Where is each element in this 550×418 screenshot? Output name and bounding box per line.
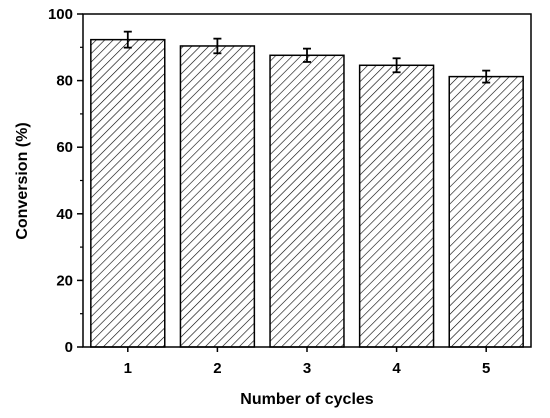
bar-1: [90, 38, 166, 348]
x-tick-label-2: 2: [213, 360, 221, 377]
bar-4: [358, 64, 435, 348]
y-axis: 0 20 40 60 80 100: [48, 6, 83, 356]
x-tick-label-5: 5: [482, 360, 490, 377]
y-tick-label-0: 0: [65, 339, 73, 356]
bar-5: [448, 75, 524, 348]
y-tick-label-60: 60: [56, 139, 73, 156]
y-tick-label-20: 20: [56, 272, 73, 289]
x-tick-label-3: 3: [303, 360, 311, 377]
y-tick-label-80: 80: [56, 73, 73, 90]
y-tick-label-40: 40: [56, 206, 73, 223]
x-axis: 1 2 3 4 5: [124, 347, 490, 377]
bar-3: [269, 54, 345, 348]
y-axis-title: Conversion (%): [14, 122, 31, 239]
x-tick-label-1: 1: [124, 360, 132, 377]
x-axis-title: Number of cycles: [240, 391, 373, 408]
bar-2: [179, 45, 256, 348]
x-tick-label-4: 4: [392, 360, 401, 377]
error-bar-series: [123, 30, 491, 84]
y-tick-label-100: 100: [48, 6, 73, 23]
bar-series: [90, 38, 524, 348]
